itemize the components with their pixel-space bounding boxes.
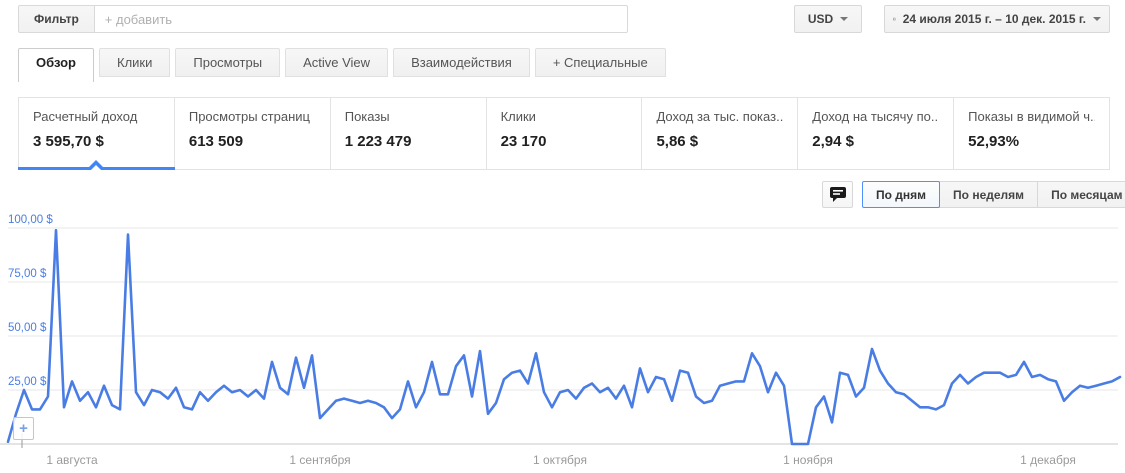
calendar-icon — [893, 17, 896, 21]
date-range-picker[interactable]: 24 июля 2015 г. – 10 дек. 2015 г. — [884, 5, 1110, 33]
filter-bar: Фильтр — [18, 5, 628, 33]
metric-card-1[interactable]: Расчетный доход 3 595,70 $ — [18, 98, 175, 171]
tab-bar: Обзор Клики Просмотры Active View Взаимодейс… — [18, 48, 666, 82]
metric-card-7[interactable]: Показы в видимой ч... 52,93% — [954, 98, 1109, 169]
active-metric-caret-inner — [90, 165, 103, 171]
plus-icon: + — [19, 419, 28, 437]
metric-value: 1 223 479 — [344, 133, 412, 150]
currency-label: USD — [807, 12, 834, 26]
metric-value: 2,94 $ — [812, 133, 855, 150]
tab-3[interactable]: Просмотры — [175, 48, 281, 77]
metric-label: Доход за тыс. показ... — [656, 109, 784, 124]
tab-5[interactable]: Взаимодействия — [393, 48, 530, 77]
metric-label: Доход на тысячу по... — [812, 109, 940, 124]
metric-label: Клики — [500, 109, 536, 124]
y-axis-tick-label: 100,00 $ — [8, 214, 53, 226]
metric-label: Показы в видимой ч... — [968, 109, 1096, 124]
granularity-button-2[interactable]: По неделям — [939, 181, 1039, 208]
metric-label: Показы — [344, 109, 390, 124]
metric-card-2[interactable]: Просмотры страниц 613 509 — [175, 98, 331, 169]
x-axis-tick-label: 1 ноября — [783, 453, 833, 467]
chevron-down-icon — [1093, 17, 1101, 21]
metric-value: 52,93% — [968, 133, 1020, 150]
filter-label: Фильтр — [18, 5, 95, 33]
currency-dropdown[interactable]: USD — [794, 5, 862, 33]
active-metric-caret — [88, 160, 105, 168]
metric-card-5[interactable]: Доход за тыс. показ... 5,86 $ — [642, 98, 799, 169]
comment-icon — [829, 187, 846, 202]
metric-value: 613 509 — [188, 133, 244, 150]
tab-2[interactable]: Клики — [99, 48, 171, 77]
chart-zoom-button[interactable]: + — [13, 417, 34, 440]
metric-label: Расчетный доход — [33, 109, 138, 124]
annotations-button[interactable] — [822, 181, 853, 208]
y-axis-tick-label: 75,00 $ — [8, 268, 47, 280]
metric-value: 23 170 — [500, 133, 547, 150]
y-axis-tick-label: 50,00 $ — [8, 322, 47, 334]
x-axis-tick-label: 1 августа — [46, 453, 98, 467]
tab-1[interactable]: Обзор — [18, 48, 94, 82]
granularity-button-group: По дням По неделям По месяцам — [862, 181, 1125, 208]
metric-card-3[interactable]: Показы 1 223 479 — [331, 98, 487, 169]
x-axis-tick-label: 1 декабря — [1020, 453, 1076, 467]
earnings-series-line[interactable] — [6, 228, 1122, 446]
metric-value: 5,86 $ — [656, 133, 699, 150]
granularity-button-1[interactable]: По дням — [862, 181, 941, 208]
filter-add-input[interactable] — [94, 5, 628, 33]
granularity-button-3[interactable]: По месяцам — [1037, 181, 1125, 208]
metric-label: Просмотры страниц — [188, 109, 310, 124]
tab-6[interactable]: + Специальные — [534, 48, 666, 77]
metric-value: 3 595,70 $ — [33, 133, 104, 150]
chevron-down-icon — [840, 17, 849, 21]
y-axis-tick-label: 25,00 $ — [8, 376, 47, 388]
tab-4[interactable]: Active View — [285, 48, 389, 77]
x-axis-tick-label: 1 октября — [533, 453, 587, 467]
metric-card-6[interactable]: Доход на тысячу по... 2,94 $ — [798, 98, 955, 169]
metric-card-4[interactable]: Клики 23 170 — [487, 98, 643, 169]
metric-summary-panel: Расчетный доход 3 595,70 $ Просмотры стран… — [18, 97, 1110, 171]
date-range-label: 24 июля 2015 г. – 10 дек. 2015 г. — [902, 12, 1086, 26]
x-axis-tick-label: 1 сентября — [289, 453, 350, 467]
earnings-line-chart: 100,00 $ 75,00 $ 50,00 $ 25,00 $ 1 августа 1 … — [0, 214, 1122, 467]
